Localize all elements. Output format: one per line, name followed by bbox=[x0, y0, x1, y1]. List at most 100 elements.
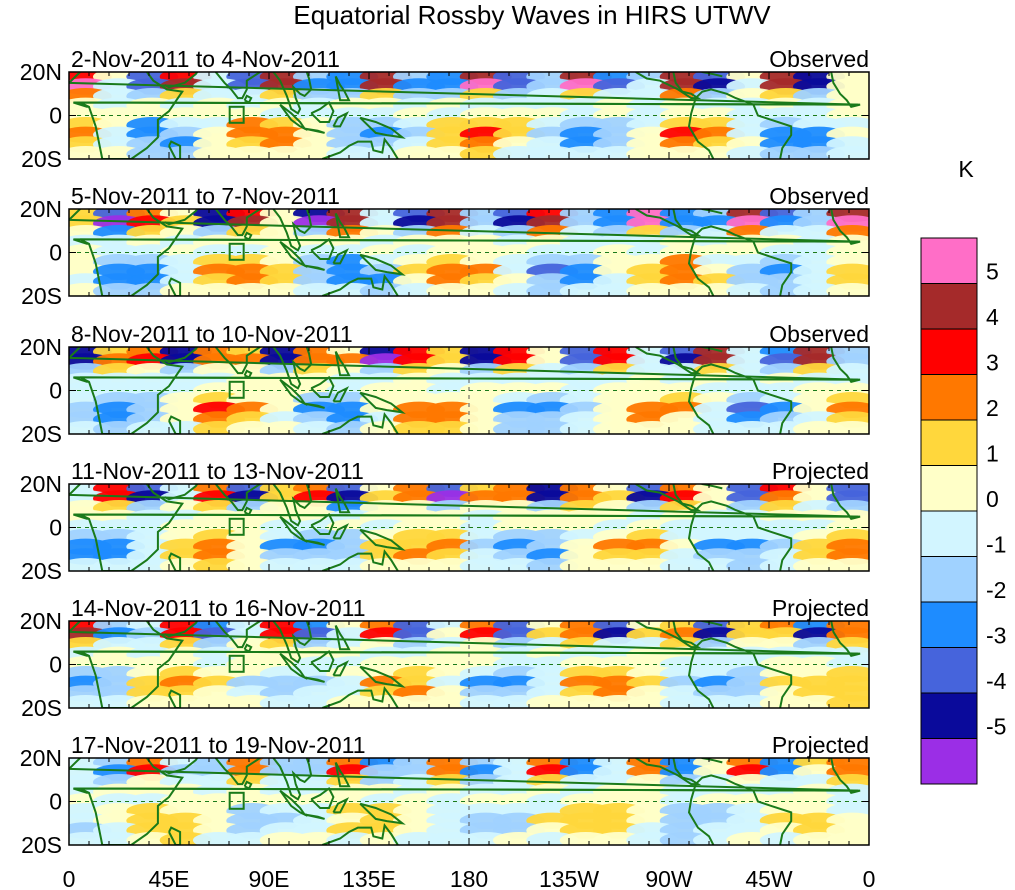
coastline bbox=[73, 758, 861, 794]
coastline bbox=[102, 484, 185, 571]
x-axis: 0 45E 90E 135E 180 135W 90W 45W 0 bbox=[63, 866, 876, 890]
y-tick-label: 20N bbox=[20, 471, 62, 497]
colorbar-swatch bbox=[920, 556, 978, 603]
y-tick-label: 20S bbox=[21, 146, 62, 172]
coastline bbox=[694, 500, 793, 571]
coastline bbox=[321, 136, 399, 159]
coastline bbox=[168, 277, 182, 296]
coastline bbox=[304, 813, 325, 820]
coastline bbox=[272, 621, 313, 664]
panel-date-range: 5-Nov-2011 to 7-Nov-2011 bbox=[71, 183, 340, 209]
colorbar-swatch bbox=[920, 738, 978, 785]
coastline bbox=[304, 676, 325, 683]
y-tick-label: 0 bbox=[49, 652, 62, 678]
coastline bbox=[359, 253, 406, 276]
coastline bbox=[73, 209, 861, 245]
coastlines bbox=[69, 758, 861, 845]
coastline bbox=[687, 783, 715, 845]
coastline bbox=[272, 72, 313, 115]
coastline bbox=[214, 758, 261, 786]
panel-status: Observed bbox=[769, 183, 869, 209]
coastline bbox=[359, 802, 406, 825]
panel-4: 20N 0 20S 11-Nov-2011 to 13-Nov-2011 Project… bbox=[20, 458, 870, 584]
y-tick-label: 20S bbox=[21, 283, 62, 309]
coastline bbox=[687, 234, 715, 296]
coastline bbox=[694, 637, 793, 708]
y-tick-label: 20N bbox=[20, 59, 62, 85]
panel-6: 20N 0 20S 17-Nov-2011 to 19-Nov-2011 Project… bbox=[20, 732, 870, 858]
coastline bbox=[687, 97, 715, 159]
coastline bbox=[168, 689, 182, 708]
colorbar-swatch bbox=[920, 283, 978, 330]
coastline bbox=[700, 347, 723, 353]
colorbar-swatch bbox=[920, 419, 978, 466]
coastline bbox=[272, 484, 313, 527]
colorbar-label: 5 bbox=[986, 259, 999, 285]
coastline bbox=[214, 621, 261, 649]
colorbar-label: 1 bbox=[986, 441, 999, 467]
colorbar-label: -1 bbox=[986, 532, 1006, 558]
colorbar-label: 4 bbox=[986, 304, 999, 330]
y-tick-label: 0 bbox=[49, 103, 62, 129]
region-box bbox=[228, 654, 245, 673]
coastline bbox=[102, 72, 185, 159]
colorbar-label: -3 bbox=[986, 623, 1006, 649]
anomaly-cell bbox=[826, 146, 869, 159]
coastline bbox=[321, 273, 399, 296]
x-tick-label: 135E bbox=[342, 866, 396, 890]
colorbar-label: -5 bbox=[986, 714, 1006, 740]
coastline bbox=[168, 552, 182, 571]
y-tick-label: 0 bbox=[49, 240, 62, 266]
coastline bbox=[214, 72, 261, 100]
coastline bbox=[164, 758, 199, 775]
anomaly-cell bbox=[826, 421, 869, 434]
y-tick-label: 20S bbox=[21, 421, 62, 447]
coastline bbox=[321, 548, 399, 571]
coastline bbox=[332, 248, 350, 265]
coastline bbox=[635, 347, 702, 375]
coastline bbox=[304, 264, 325, 271]
coastline bbox=[359, 528, 406, 551]
coastline bbox=[102, 621, 185, 708]
anomaly-cell bbox=[826, 695, 869, 708]
x-tick-label: 135W bbox=[539, 866, 599, 890]
x-tick-label: 45E bbox=[149, 866, 190, 890]
panel-date-range: 17-Nov-2011 to 19-Nov-2011 bbox=[71, 732, 366, 758]
x-tick-label: 0 bbox=[863, 866, 876, 890]
coastline bbox=[332, 660, 350, 677]
coastline bbox=[214, 347, 261, 375]
coastline bbox=[243, 231, 253, 241]
coastline bbox=[272, 209, 313, 252]
colorbar-swatch bbox=[920, 328, 978, 375]
colorbar-label: 0 bbox=[986, 486, 999, 512]
coastline bbox=[694, 363, 793, 434]
x-tick-label: 45W bbox=[745, 866, 793, 890]
coastline bbox=[73, 72, 861, 108]
coastline bbox=[334, 487, 351, 514]
coastline bbox=[321, 822, 399, 845]
coastline bbox=[334, 350, 351, 377]
coastline bbox=[359, 665, 406, 688]
colorbar-swatch bbox=[920, 237, 978, 284]
coastline bbox=[334, 624, 351, 651]
panel-status: Projected bbox=[772, 732, 869, 758]
panel-status: Projected bbox=[772, 595, 869, 621]
panel-date-range: 14-Nov-2011 to 16-Nov-2011 bbox=[71, 595, 366, 621]
colorbar-swatch bbox=[920, 692, 978, 739]
colorbar-label: -2 bbox=[986, 577, 1006, 603]
coastlines bbox=[69, 209, 861, 296]
anomaly-cell bbox=[826, 558, 869, 571]
y-tick-label: 20S bbox=[21, 832, 62, 858]
panel-3: 20N 0 20S 8-Nov-2011 to 10-Nov-2011 Observed bbox=[20, 321, 870, 447]
coastline bbox=[321, 685, 399, 708]
coastline bbox=[243, 643, 253, 653]
coastline bbox=[272, 347, 313, 390]
region-box bbox=[228, 517, 245, 536]
coastline bbox=[635, 209, 702, 237]
coastline bbox=[310, 787, 335, 809]
region-box bbox=[228, 242, 245, 261]
colorbar-label: -4 bbox=[986, 668, 1007, 694]
coastline bbox=[694, 774, 793, 845]
coastline bbox=[310, 513, 335, 535]
